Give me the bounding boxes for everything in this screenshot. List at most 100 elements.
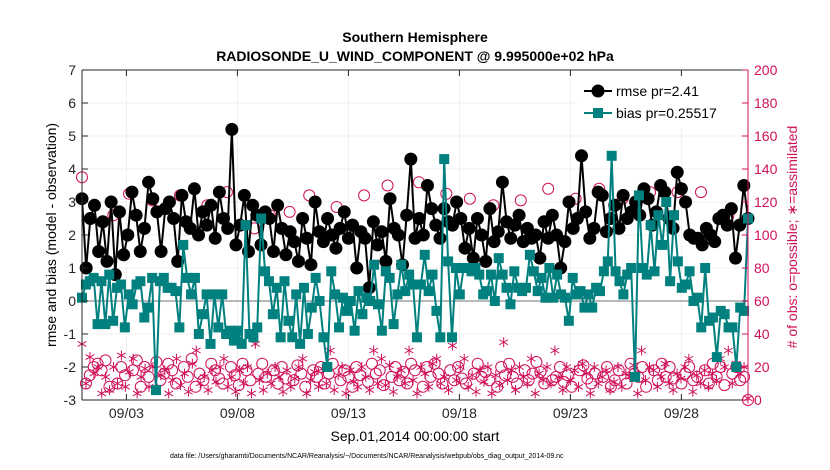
bias-point [306, 302, 317, 313]
chart-subtitle: RADIOSONDE_U_WIND_COMPONENT @ 9.995000e+… [216, 48, 614, 64]
obs-assimilated-point [246, 388, 257, 399]
obs-assimilated-point [727, 378, 737, 389]
bias-point [524, 249, 535, 260]
y-tick-label: 4 [68, 161, 76, 177]
bias-point [587, 302, 598, 313]
obs-assimilated-point [81, 378, 91, 389]
obs-assimilated-point [223, 381, 233, 392]
obs-possible-point [79, 377, 92, 390]
obs-assimilated-point [290, 373, 300, 384]
bias-point [719, 309, 730, 320]
obs-possible-point [589, 367, 602, 380]
obs-possible-point [463, 192, 476, 205]
bias-point [178, 239, 189, 250]
rmse-point [674, 182, 688, 196]
bias-point [626, 263, 637, 273]
y2-axis-label: # of obs: o=possible; ∗=assimilated [784, 126, 800, 349]
bias-point [143, 302, 154, 313]
obs-assimilated-point [589, 362, 599, 372]
rmse-point [420, 179, 434, 192]
obs-assimilated-point [384, 360, 394, 371]
obs-assimilated-point [187, 358, 197, 369]
obs-assimilated-point [652, 381, 662, 392]
obs-assimilated-point [550, 345, 560, 356]
obs-assimilated-point [676, 373, 686, 384]
bias-point [209, 289, 220, 300]
obs-assimilated-point [432, 353, 442, 364]
bias-point [357, 309, 368, 320]
bias-point [376, 325, 387, 336]
bias-point [392, 289, 403, 300]
bias-point [256, 213, 267, 224]
bias-point [489, 296, 500, 306]
rmse-point [187, 182, 201, 196]
obs-assimilated-point [420, 368, 430, 379]
rmse-point [175, 188, 189, 202]
obs-assimilated-point [258, 385, 268, 396]
obs-possible-point [640, 380, 653, 393]
bias-point [707, 312, 718, 323]
bias-point [665, 276, 676, 287]
rmse-point [433, 231, 447, 245]
obs-possible-point [166, 364, 179, 377]
bias-point [447, 332, 457, 343]
rmse-point [146, 192, 160, 206]
bias-point [497, 269, 508, 280]
rmse-point [333, 221, 347, 235]
y-tick-label: -2 [64, 359, 77, 375]
y2-tick-label: 100 [754, 227, 778, 243]
obs-possible-point [600, 361, 613, 373]
rmse-point [379, 254, 393, 268]
obs-assimilated-point [656, 371, 666, 382]
rmse-point [291, 254, 305, 268]
rmse-point [154, 245, 168, 258]
rmse-point [604, 212, 618, 225]
rmse-point [350, 261, 364, 275]
rmse-point [383, 192, 397, 206]
obs-assimilated-point [380, 380, 391, 391]
rmse-point [171, 254, 185, 268]
rmse-point [454, 212, 468, 225]
bias-point [408, 279, 419, 290]
bias-point [595, 286, 605, 297]
obs-assimilated-point [286, 381, 296, 392]
y-tick-label: 7 [68, 62, 76, 78]
obs-assimilated-point [329, 385, 339, 396]
obs-assimilated-point [719, 362, 729, 372]
y2-tick-label: 0 [754, 392, 762, 408]
obs-assimilated-point [514, 362, 525, 372]
bias-point [353, 286, 364, 297]
obs-assimilated-point [546, 378, 556, 389]
bias-point [291, 289, 302, 300]
obs-assimilated-point [424, 381, 434, 392]
obs-assimilated-point [518, 371, 528, 382]
obs-possible-point [236, 357, 249, 370]
bias-point [614, 276, 625, 287]
obs-assimilated-point [168, 375, 178, 386]
bias-point [151, 385, 161, 396]
obs-possible-point [260, 370, 273, 383]
bias-point [263, 276, 274, 287]
rmse-point [416, 228, 430, 242]
obs-assimilated-point [191, 345, 201, 356]
bias-point [108, 315, 119, 326]
legend-rmse-marker [591, 84, 605, 98]
rmse-point [729, 251, 743, 265]
obs-assimilated-point [97, 388, 107, 399]
obs-possible-point [205, 357, 218, 370]
bias-point [427, 269, 438, 280]
obs-assimilated-point [183, 386, 193, 397]
rmse-point [612, 221, 626, 235]
bias-point [727, 322, 738, 333]
bias-point [252, 322, 263, 333]
obs-assimilated-point [309, 366, 320, 377]
y-tick-label: 2 [68, 227, 76, 243]
bias-point [633, 190, 644, 201]
bias-point [88, 272, 99, 283]
bias-point [692, 292, 703, 303]
y-axis-label: rmse and bias (model - observation) [43, 123, 59, 347]
rmse-point [545, 208, 559, 222]
rmse-point [212, 185, 226, 199]
bias-point [411, 332, 422, 343]
obs-assimilated-point [203, 385, 213, 396]
